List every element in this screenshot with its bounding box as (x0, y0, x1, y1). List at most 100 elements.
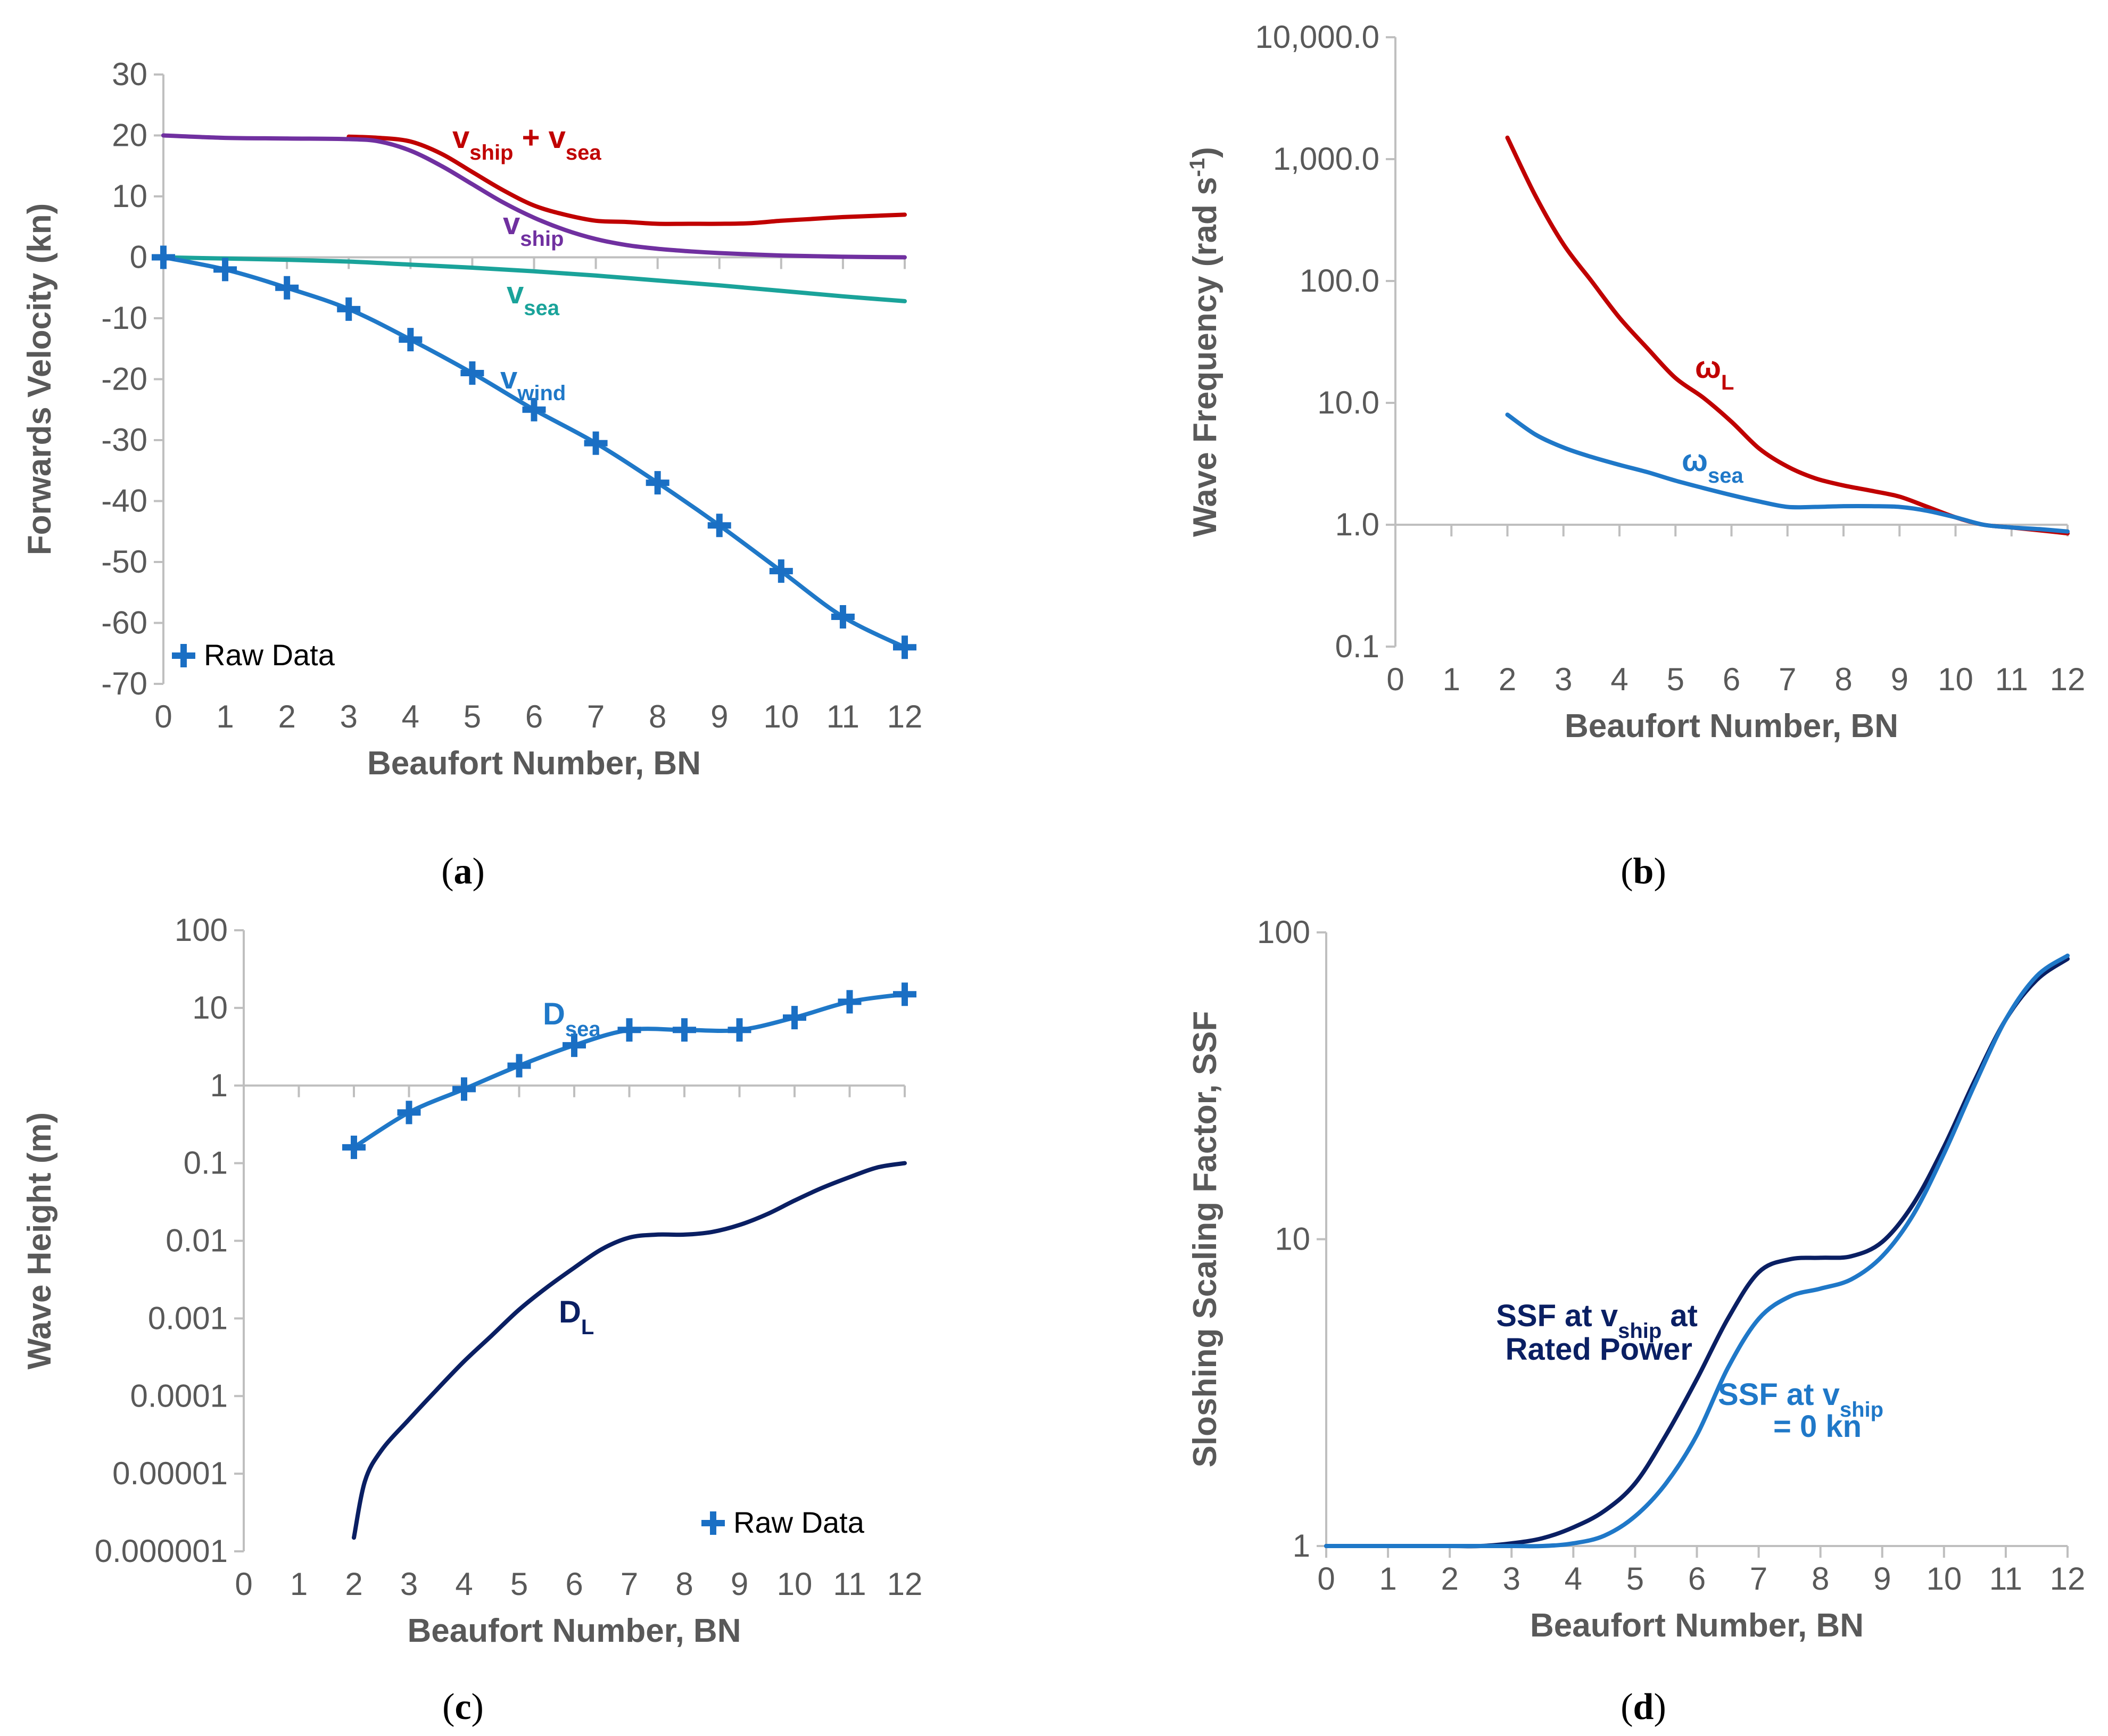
chart-a-x-tick-label: 8 (649, 699, 666, 734)
chart-a-raw-data-point (275, 276, 299, 300)
chart-a-series-vship-vsea-line (346, 134, 907, 226)
chart-b-x-tick-label: 4 (1610, 662, 1628, 697)
chart-b-series--l-line (1505, 135, 2070, 536)
chart-c-label-dl-sub: L (581, 1316, 594, 1339)
chart-d-label-rated-line1-b: at (1661, 1299, 1698, 1333)
chart-a-x-tick-label: 6 (525, 699, 543, 734)
chart-c-y-tick-label: 0.1 (184, 1145, 228, 1181)
chart-a-caption-open: ( (441, 851, 453, 892)
chart-a-raw-data-point (646, 471, 669, 495)
chart-a-y-tick-label: 10 (112, 178, 147, 214)
chart-d-label-rated-line1-a: SSF at v (1496, 1299, 1618, 1333)
chart-a-y-tick-label: -60 (101, 605, 147, 641)
chart-b-x-tick-label: 11 (1995, 662, 2028, 697)
chart-a-label-vwind-sub: wind (517, 382, 566, 405)
chart-c-y-tick-label: 0.001 (148, 1300, 228, 1336)
chart-c-raw-data-point (838, 990, 862, 1014)
chart-b-y-axis-label-end: ) (1187, 147, 1224, 158)
chart-b-y-axis-label-sup: -1 (1186, 158, 1209, 177)
chart-a-raw-data-point (460, 361, 484, 385)
chart-b-y-tick-label: 1,000.0 (1273, 141, 1379, 177)
chart-c-raw-data-point (563, 1034, 586, 1057)
chart-a-raw-data-point (831, 605, 855, 629)
chart-c-label-dl: DL (559, 1295, 594, 1339)
chart-c-x-tick-label: 8 (675, 1566, 693, 1602)
chart-b-x-tick-label: 5 (1667, 662, 1684, 697)
chart-c-legend: Raw Data (701, 1506, 865, 1539)
chart-c-raw-data-point (452, 1077, 476, 1101)
chart-d-x-tick-label: 10 (1926, 1561, 1962, 1597)
chart-d-y-axis-label: Sloshing Scaling Factor, SSF (1187, 1011, 1224, 1468)
chart-b-y-tick-label: 1.0 (1335, 507, 1379, 542)
chart-a-raw-data-point (152, 245, 175, 269)
chart-a-series-vship-line (161, 133, 907, 260)
chart-a-label-vsea: vsea (507, 276, 560, 320)
chart-b-label-omega-l-sub: L (1721, 371, 1734, 394)
chart-c-caption-close: ) (472, 1687, 484, 1727)
chart-d-x-tick-label: 0 (1317, 1561, 1335, 1597)
chart-c-y-axis-label-main: Wave Height (m) (21, 1112, 58, 1369)
chart-c-legend-label: Raw Data (733, 1506, 865, 1539)
chart-a-series-vsea-line (161, 255, 907, 303)
chart-b-label-omega-sea-main: ω (1682, 443, 1708, 478)
chart-c-caption-open: ( (442, 1687, 454, 1727)
chart-c-x-tick-label: 7 (621, 1566, 638, 1602)
chart-b-x-tick-label: 7 (1779, 662, 1796, 697)
chart-a-y-tick-label: 0 (130, 239, 147, 275)
chart-b-y-axis-label-main: Wave Frequency (rad s (1187, 177, 1224, 537)
chart-b-label-omega-sea-sub: sea (1708, 464, 1743, 487)
chart-a-y-tick-label: -30 (101, 422, 147, 458)
chart-a-label-vship: vship (503, 206, 564, 251)
chart-b-caption-letter: b (1633, 851, 1654, 892)
chart-d-label-rated-line1: SSF at vship at (1496, 1299, 1698, 1343)
chart-c-x-tick-label: 2 (345, 1566, 362, 1602)
chart-b-x-tick-label: 1 (1443, 662, 1460, 697)
chart-c-raw-data-point (673, 1018, 696, 1042)
chart-a-label-vship-vsea-mid: + v (514, 120, 566, 155)
chart-a-x-tick-label: 12 (887, 699, 923, 734)
chart-b-y-tick-label: 10.0 (1317, 385, 1379, 420)
chart-a-label-vwind: vwind (500, 361, 566, 405)
chart-a-y-tick-label: -50 (101, 544, 147, 580)
chart-c-caption-letter: c (454, 1687, 471, 1727)
chart-c-raw-data-point (397, 1101, 421, 1125)
chart-c-label-dsea: Dsea (543, 997, 601, 1041)
chart-d-caption-close: ) (1654, 1687, 1666, 1727)
chart-b-y-axis-label: Wave Frequency (rad s-1) (1186, 147, 1224, 537)
chart-b-x-tick-label: 9 (1891, 662, 1908, 697)
chart-a-legend: Raw Data (172, 638, 335, 672)
chart-c-raw-data-point (342, 1135, 366, 1159)
chart-a-raw-data-point (584, 431, 608, 455)
chart-a-axes: 0 1 2 3 4 5 6 7 8 9 10 11 123020100-10-20-30-40-50-6… (21, 56, 922, 892)
chart-d-x-tick-label: 5 (1626, 1561, 1644, 1597)
chart-c-y-tick-label: 0.000001 (95, 1533, 228, 1569)
chart-a-y-tick-label: -10 (101, 300, 147, 336)
chart-c-x-tick-label: 11 (833, 1566, 866, 1602)
chart-c-x-tick-label: 5 (510, 1566, 528, 1602)
chart-c-series-dl-line (352, 1161, 907, 1540)
chart-a-label-vship-vsea: vship + vsea (452, 120, 601, 164)
chart-a-legend-marker (172, 644, 195, 667)
chart-a-y-tick-label: 30 (112, 56, 147, 92)
chart-a-x-tick-label: 4 (402, 699, 419, 734)
chart-d-x-axis-label: Beaufort Number, BN (1530, 1607, 1864, 1644)
chart-d-series-ssf-at-vship-0-kn-line (1324, 953, 2070, 1549)
chart-c-caption: (c) (442, 1687, 484, 1727)
chart-c-series-group (342, 982, 916, 1540)
chart-d-label-rated-line2: Rated Power (1506, 1332, 1692, 1367)
chart-a-label-vship-vsea-sub: ship (469, 141, 513, 164)
chart-a-label-vwind-main: v (500, 361, 517, 395)
chart-a-x-tick-label: 10 (763, 699, 799, 734)
chart-a-y-tick-label: -70 (101, 666, 147, 701)
chart-c-raw-data-point (728, 1018, 751, 1042)
chart-d-y-tick-label: 1 (1293, 1528, 1310, 1564)
chart-b-y-tick-label: 10,000.0 (1255, 19, 1379, 55)
chart-b-caption-open: ( (1621, 851, 1633, 892)
chart-c-raw-data-point (617, 1018, 641, 1042)
chart-c-x-tick-label: 3 (400, 1566, 418, 1602)
chart-c-y-tick-label: 1 (210, 1068, 228, 1103)
